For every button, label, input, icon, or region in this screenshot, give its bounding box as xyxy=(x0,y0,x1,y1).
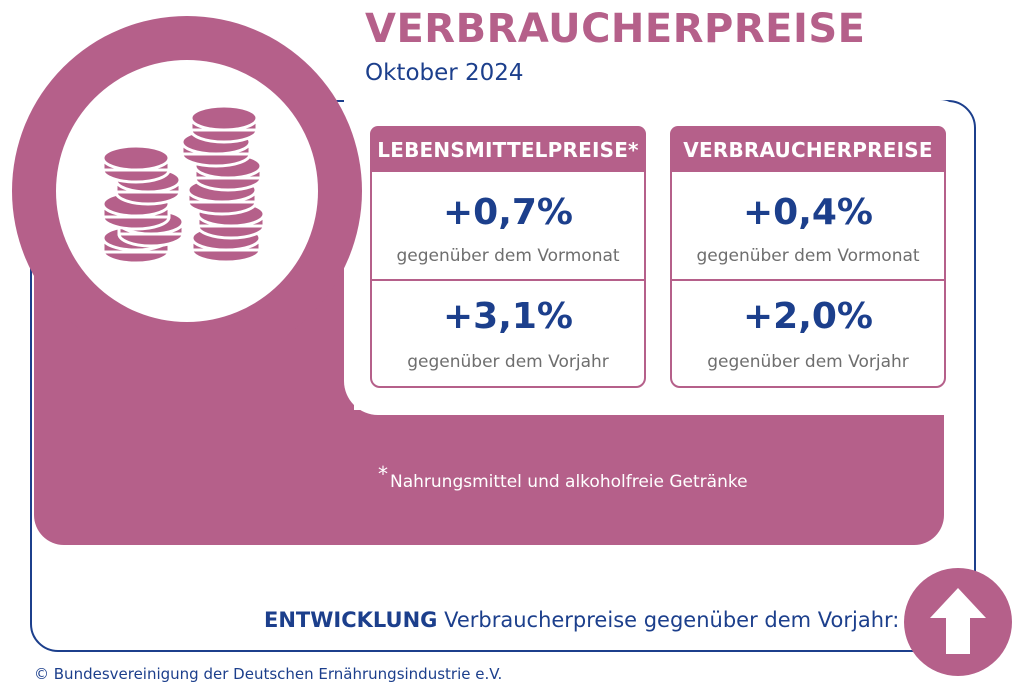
footnote-marker: * xyxy=(378,462,388,486)
month-change-label: gegenüber dem Vormonat xyxy=(396,246,620,266)
year-change-value: +3,1% xyxy=(442,296,573,337)
footnote: * Nahrungsmittel und alkoholfreie Getränk… xyxy=(378,462,748,492)
month-change-value: +0,7% xyxy=(442,192,573,233)
card-heading: VERBRAUCHERPREISE xyxy=(670,126,946,172)
year-change-label: gegenüber dem Vorjahr xyxy=(707,352,909,372)
trend-caption: ENTWICKLUNG Verbraucherpreise gegenüber … xyxy=(264,608,899,632)
year-change-value: +2,0% xyxy=(742,296,873,337)
year-change-label: gegenüber dem Vorjahr xyxy=(407,352,609,372)
card-heading: LEBENSMITTELPREISE* xyxy=(370,126,646,172)
month-change-value: +0,4% xyxy=(742,192,873,233)
trend-text: Verbraucherpreise gegenüber dem Vorjahr: xyxy=(444,608,900,632)
copyright: © Bundesvereinigung der Deutschen Ernähr… xyxy=(34,665,503,683)
trend-badge xyxy=(904,568,1012,676)
page-title: VERBRAUCHERPREISE xyxy=(365,6,866,52)
card-divider xyxy=(372,279,644,281)
card-divider xyxy=(672,279,944,281)
footnote-text: Nahrungsmittel und alkoholfreie Getränke xyxy=(390,472,748,492)
accent-panel xyxy=(34,410,944,545)
page-subtitle: Oktober 2024 xyxy=(365,60,524,86)
coin-badge-inner xyxy=(56,60,318,322)
trend-label: ENTWICKLUNG xyxy=(264,608,438,632)
arrow-up-icon xyxy=(930,588,986,654)
month-change-label: gegenüber dem Vormonat xyxy=(696,246,920,266)
card-consumer-prices: VERBRAUCHERPREISE +0,4% gegenüber dem Vo… xyxy=(670,126,946,388)
coins-icon xyxy=(101,104,266,265)
card-food-prices: LEBENSMITTELPREISE* +0,7% gegenüber dem … xyxy=(370,126,646,388)
